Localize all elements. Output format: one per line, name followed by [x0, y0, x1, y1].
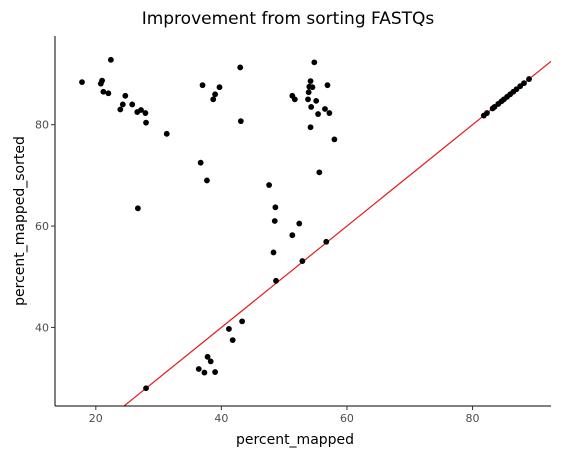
data-point [163, 130, 170, 137]
data-point [316, 169, 323, 176]
x-tick-label: 20 [89, 412, 103, 425]
data-point [271, 218, 278, 224]
data-point [331, 136, 338, 143]
data-point [204, 353, 211, 360]
x-axis-title: percent_mapped [236, 432, 354, 448]
data-point [201, 369, 208, 376]
data-point [129, 101, 136, 108]
data-point [207, 358, 214, 365]
data-point [226, 326, 232, 332]
data-point [270, 249, 277, 256]
data-point [322, 106, 328, 112]
data-point [138, 107, 144, 113]
data-point [289, 232, 296, 239]
data-point [309, 84, 316, 91]
data-point [272, 204, 279, 211]
y-axis: 40 60 80 [35, 36, 56, 406]
data-point [212, 91, 219, 98]
data-point [212, 369, 219, 375]
data-point [307, 78, 314, 85]
data-point [107, 56, 114, 63]
data-point [311, 59, 318, 66]
x-axis: 20 40 60 80 [55, 405, 551, 425]
data-point [305, 89, 312, 96]
data-point [79, 79, 85, 86]
data-point [143, 119, 149, 126]
data-point [307, 124, 314, 131]
data-point [324, 82, 331, 89]
data-point [313, 97, 320, 104]
data-point [305, 96, 311, 103]
y-axis-title: percent_mapped_sorted [12, 136, 28, 306]
chart-title: Improvement from sorting FASTQs [142, 9, 435, 29]
data-point [195, 366, 202, 372]
x-tick-label: 60 [340, 412, 354, 425]
data-point [134, 205, 141, 212]
data-point [199, 82, 206, 89]
data-point [526, 76, 532, 82]
plot-area [79, 56, 551, 406]
data-point [99, 77, 105, 84]
data-point [105, 90, 112, 97]
data-point [315, 111, 321, 117]
data-point [239, 318, 245, 325]
x-tick-label: 40 [214, 412, 228, 425]
data-point [229, 337, 236, 344]
y-tick-label: 80 [35, 119, 49, 132]
data-point [117, 106, 124, 113]
y-tick-label: 40 [35, 321, 49, 334]
data-point [299, 258, 306, 264]
data-point [521, 80, 527, 87]
data-point [204, 177, 210, 184]
data-point [237, 118, 244, 125]
data-point [308, 104, 315, 110]
data-point [484, 110, 490, 116]
data-point [266, 182, 272, 188]
data-point [100, 88, 107, 95]
y-tick-label: 60 [35, 220, 49, 233]
data-point [296, 220, 303, 227]
data-point [216, 84, 223, 91]
data-point [143, 385, 149, 392]
data-point [326, 110, 333, 116]
data-point [291, 96, 298, 103]
data-point [142, 110, 149, 116]
x-tick-label: 80 [466, 412, 480, 425]
data-point [197, 159, 204, 166]
data-point [273, 277, 279, 284]
data-point [323, 238, 330, 245]
data-point [119, 101, 126, 108]
data-point [237, 64, 244, 71]
data-point [210, 96, 217, 103]
data-point [122, 92, 129, 99]
